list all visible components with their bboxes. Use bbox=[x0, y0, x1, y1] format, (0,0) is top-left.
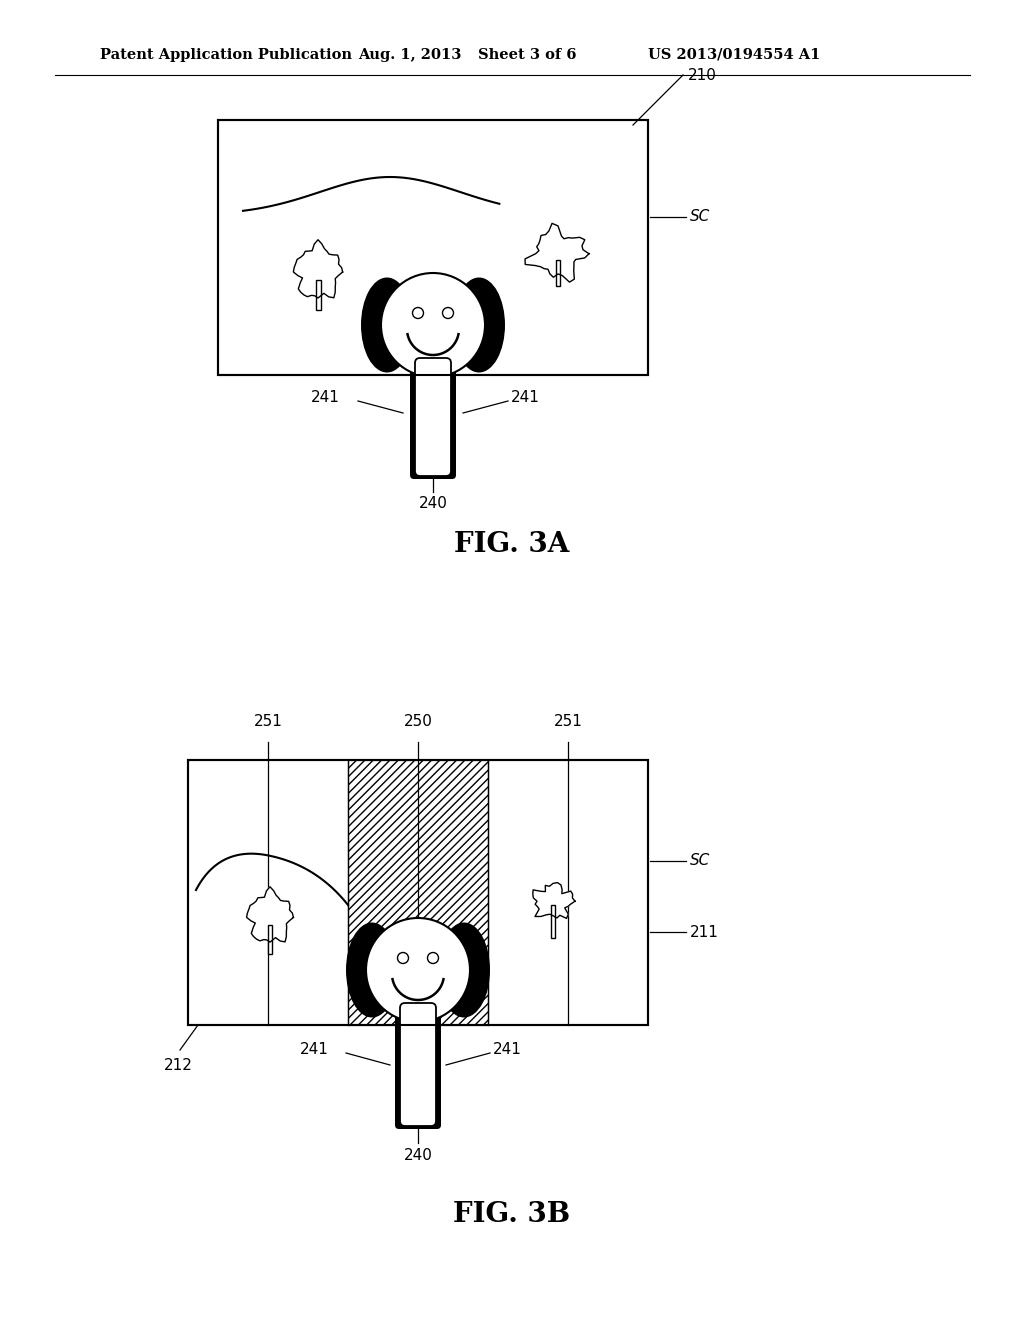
Ellipse shape bbox=[453, 277, 505, 372]
FancyBboxPatch shape bbox=[395, 1003, 441, 1129]
Bar bbox=[218, 120, 648, 375]
FancyBboxPatch shape bbox=[400, 1003, 436, 1126]
Text: Aug. 1, 2013: Aug. 1, 2013 bbox=[358, 48, 462, 62]
Ellipse shape bbox=[346, 923, 398, 1018]
Text: SC: SC bbox=[690, 853, 711, 869]
Polygon shape bbox=[525, 223, 589, 282]
Text: 211: 211 bbox=[690, 925, 719, 940]
Text: 240: 240 bbox=[403, 1147, 432, 1163]
FancyBboxPatch shape bbox=[415, 358, 451, 477]
Text: 241: 241 bbox=[511, 391, 540, 405]
Circle shape bbox=[427, 953, 438, 964]
Ellipse shape bbox=[438, 923, 490, 1018]
FancyBboxPatch shape bbox=[410, 358, 456, 479]
Text: Patent Application Publication: Patent Application Publication bbox=[100, 48, 352, 62]
Text: 212: 212 bbox=[164, 1057, 193, 1072]
Polygon shape bbox=[247, 887, 294, 942]
Text: SC: SC bbox=[690, 210, 711, 224]
Bar bbox=[188, 760, 648, 1026]
Text: 210: 210 bbox=[688, 67, 717, 82]
Text: 241: 241 bbox=[311, 391, 340, 405]
Bar bbox=[315, 280, 321, 310]
Bar bbox=[556, 260, 560, 286]
Bar bbox=[348, 760, 488, 1026]
Text: 241: 241 bbox=[493, 1043, 522, 1057]
Text: US 2013/0194554 A1: US 2013/0194554 A1 bbox=[648, 48, 820, 62]
Circle shape bbox=[366, 917, 470, 1022]
Polygon shape bbox=[293, 240, 343, 298]
Circle shape bbox=[397, 953, 409, 964]
Polygon shape bbox=[532, 883, 575, 919]
Text: 251: 251 bbox=[554, 714, 583, 730]
Text: 250: 250 bbox=[403, 714, 432, 730]
Text: FIG. 3A: FIG. 3A bbox=[455, 532, 569, 558]
Bar bbox=[188, 760, 648, 1026]
Circle shape bbox=[413, 308, 424, 318]
Text: 251: 251 bbox=[254, 714, 283, 730]
Bar bbox=[218, 120, 648, 375]
Circle shape bbox=[381, 273, 485, 378]
Text: Sheet 3 of 6: Sheet 3 of 6 bbox=[478, 48, 577, 62]
Text: 241: 241 bbox=[300, 1043, 329, 1057]
Bar bbox=[551, 906, 555, 939]
Text: 240: 240 bbox=[419, 496, 447, 511]
Text: FIG. 3B: FIG. 3B bbox=[454, 1201, 570, 1229]
Circle shape bbox=[442, 308, 454, 318]
Ellipse shape bbox=[361, 277, 413, 372]
Bar bbox=[267, 925, 272, 953]
